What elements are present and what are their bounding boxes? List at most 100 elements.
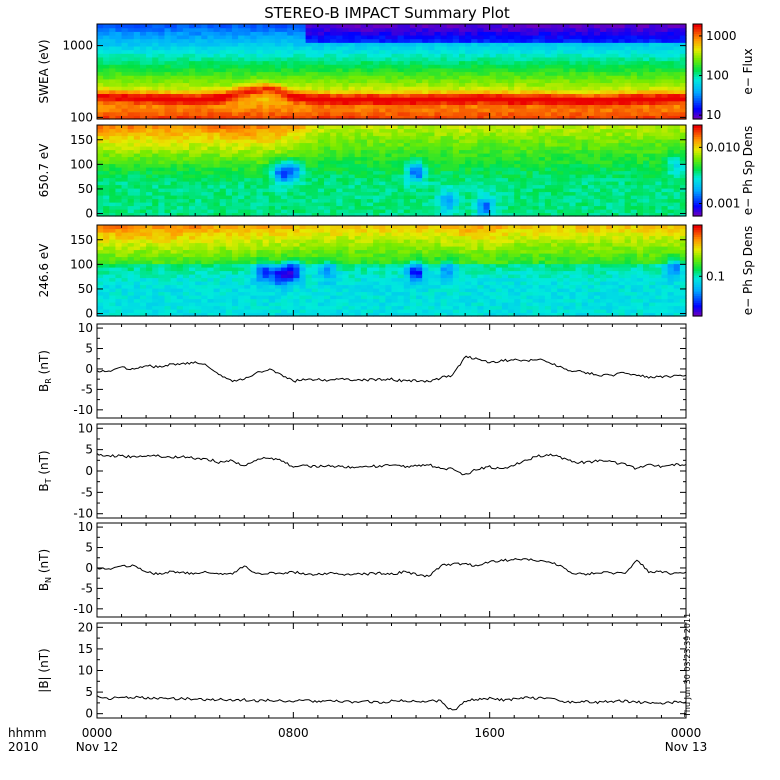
heatmap-cell bbox=[514, 191, 521, 196]
heatmap-cell bbox=[293, 93, 301, 98]
heatmap-cell bbox=[293, 188, 301, 193]
heatmap-cell bbox=[262, 125, 270, 130]
heatmap-cell bbox=[97, 125, 104, 130]
heatmap-cell bbox=[354, 209, 362, 214]
heatmap-cell bbox=[636, 163, 644, 168]
heatmap-cell bbox=[489, 170, 497, 175]
heatmap-cell bbox=[422, 198, 429, 203]
heatmap-cell bbox=[391, 82, 399, 87]
heatmap-cell bbox=[514, 177, 521, 182]
heatmap-cell bbox=[201, 209, 209, 214]
heatmap-cell bbox=[612, 31, 620, 36]
heatmap-cell bbox=[563, 181, 571, 186]
heatmap-cell bbox=[575, 160, 583, 165]
heatmap-cell bbox=[170, 167, 178, 172]
heatmap-cell bbox=[268, 82, 276, 87]
heatmap-cell bbox=[324, 31, 331, 36]
heatmap-cell bbox=[207, 86, 215, 91]
heatmap-cell bbox=[299, 191, 307, 196]
heatmap-cell bbox=[250, 184, 258, 189]
heatmap-cell bbox=[483, 188, 491, 193]
heatmap-cell bbox=[342, 191, 350, 196]
heatmap-cell bbox=[557, 60, 564, 65]
heatmap-cell bbox=[465, 100, 472, 105]
heatmap-cell bbox=[636, 93, 644, 98]
heatmap-cell bbox=[360, 34, 368, 40]
heatmap-cell bbox=[170, 38, 178, 43]
heatmap-cell bbox=[587, 142, 595, 147]
heatmap-cell bbox=[544, 125, 552, 130]
heatmap-cell bbox=[391, 27, 399, 32]
heatmap-cell bbox=[643, 86, 650, 91]
heatmap-cell bbox=[127, 202, 135, 207]
heatmap-cell bbox=[655, 75, 663, 80]
heatmap-cell bbox=[189, 115, 196, 120]
heatmap-cell bbox=[612, 53, 620, 58]
heatmap-cell bbox=[397, 212, 405, 217]
heatmap-cell bbox=[397, 205, 405, 210]
heatmap-cell bbox=[520, 111, 528, 116]
heatmap-cell bbox=[563, 108, 571, 113]
heatmap-cell bbox=[213, 27, 221, 32]
heatmap-cell bbox=[189, 125, 196, 130]
heatmap-cell bbox=[103, 27, 110, 32]
heatmap-cell bbox=[219, 202, 227, 207]
heatmap-cell bbox=[348, 34, 356, 40]
heatmap-cell bbox=[299, 111, 307, 116]
heatmap-cell bbox=[268, 149, 276, 154]
heatmap-cell bbox=[274, 156, 282, 161]
heatmap-cell bbox=[244, 82, 251, 87]
heatmap-cell bbox=[109, 177, 117, 182]
heatmap-cell bbox=[526, 191, 534, 196]
heatmap-cell bbox=[348, 82, 356, 87]
heatmap-cell bbox=[274, 67, 282, 73]
heatmap-cell bbox=[146, 86, 153, 91]
heatmap-cell bbox=[373, 97, 380, 102]
heatmap-cell bbox=[366, 146, 374, 151]
heatmap-cell bbox=[397, 198, 405, 203]
heatmap-cell bbox=[606, 31, 613, 36]
heatmap-cell bbox=[268, 142, 276, 147]
heatmap-cell bbox=[428, 205, 436, 210]
heatmap-cell bbox=[164, 149, 172, 154]
heatmap-cell bbox=[526, 139, 534, 144]
heatmap-cell bbox=[225, 205, 233, 210]
heatmap-cell bbox=[655, 71, 663, 76]
heatmap-cell bbox=[225, 195, 233, 200]
heatmap-cell bbox=[189, 89, 196, 95]
heatmap-cell bbox=[532, 184, 540, 189]
heatmap-cell bbox=[416, 163, 423, 168]
heatmap-cell bbox=[379, 31, 386, 36]
heatmap-cell bbox=[158, 111, 166, 116]
heatmap-cell bbox=[262, 111, 270, 116]
heatmap-cell bbox=[397, 24, 405, 29]
heatmap-cell bbox=[471, 184, 478, 189]
heatmap-cell bbox=[158, 49, 166, 54]
heatmap-cell bbox=[115, 167, 123, 172]
heatmap-cell bbox=[581, 115, 589, 120]
heatmap-cell bbox=[452, 132, 460, 137]
heatmap-cell bbox=[366, 160, 374, 165]
heatmap-cell bbox=[471, 115, 478, 120]
heatmap-cell bbox=[207, 38, 215, 43]
heatmap-cell bbox=[238, 135, 245, 140]
heatmap-cell bbox=[569, 104, 577, 109]
heatmap-cell bbox=[538, 142, 546, 147]
heatmap-cell bbox=[189, 184, 196, 189]
heatmap-cell bbox=[581, 56, 589, 62]
heatmap-cell bbox=[360, 202, 368, 207]
heatmap-cell bbox=[127, 177, 135, 182]
heatmap-cell bbox=[477, 170, 485, 175]
heatmap-cell bbox=[544, 160, 552, 165]
heatmap-cell bbox=[139, 27, 147, 32]
heatmap-cell bbox=[244, 174, 251, 179]
heatmap-cell bbox=[489, 184, 497, 189]
heatmap-cell bbox=[544, 78, 552, 84]
heatmap-cell bbox=[587, 49, 595, 54]
heatmap-cell bbox=[299, 125, 307, 130]
heatmap-cell bbox=[195, 27, 202, 32]
heatmap-cell bbox=[483, 45, 491, 51]
heatmap-cell bbox=[336, 86, 344, 91]
heatmap-cell bbox=[109, 53, 117, 58]
heatmap-cell bbox=[508, 184, 515, 189]
